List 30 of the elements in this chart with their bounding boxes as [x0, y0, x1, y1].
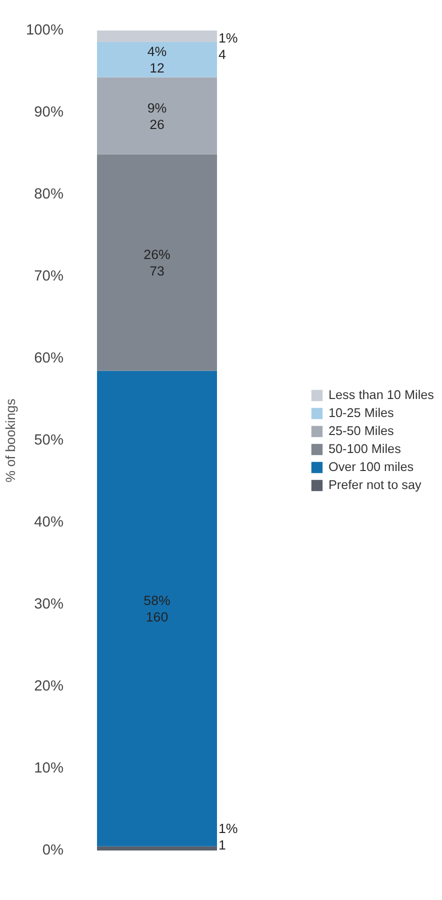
bar: [97, 154, 217, 371]
bar: [97, 42, 217, 78]
y-tick-label: 50%: [34, 432, 64, 448]
y-axis-title: % of bookings: [3, 398, 18, 482]
legend-label: 25-50 Miles: [328, 424, 394, 438]
data-label: 26% 73: [144, 247, 170, 279]
bar: [97, 370, 217, 846]
y-tick-label: 10%: [34, 760, 64, 776]
legend-label: Over 100 miles: [328, 460, 414, 474]
y-tick-label: 40%: [34, 514, 64, 530]
y-tick-label: 100%: [26, 22, 64, 38]
data-label: 4% 12: [147, 44, 167, 76]
y-tick-label: 30%: [34, 596, 64, 612]
data-label: 58% 160: [144, 593, 170, 625]
y-tick-label: 0%: [42, 842, 64, 858]
bar: [97, 846, 217, 850]
legend-label: 10-25 Miles: [328, 406, 394, 420]
y-tick-label: 70%: [34, 268, 64, 284]
y-tick-label: 20%: [34, 678, 64, 694]
y-tick-label: 80%: [34, 186, 64, 202]
data-label: 9% 26: [147, 100, 167, 132]
legend-label: 50-100 Miles: [328, 442, 401, 456]
bar: [97, 30, 217, 42]
legend-label: Prefer not to say: [328, 478, 422, 492]
legend-label: Less than 10 Miles: [328, 388, 434, 402]
bar: [97, 77, 217, 154]
data-label: 1% 1: [218, 820, 238, 852]
y-tick-label: 60%: [34, 350, 64, 366]
y-tick-label: 90%: [34, 104, 64, 120]
data-label: 1% 4: [218, 30, 238, 62]
